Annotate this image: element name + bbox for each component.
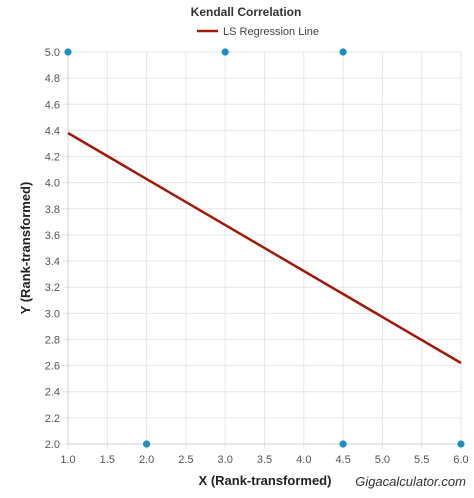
y-tick-label: 3.6	[45, 230, 60, 242]
watermark: Gigacalculator.com	[355, 474, 466, 489]
x-tick-label: 2.5	[178, 454, 193, 466]
x-tick-label: 3.0	[218, 454, 233, 466]
legend: LS Regression Line	[197, 26, 319, 38]
y-tick-label: 3.8	[45, 204, 60, 216]
y-axis-title: Y (Rank-transformed)	[18, 182, 33, 315]
x-tick-label: 2.0	[139, 454, 154, 466]
grid-layer	[63, 51, 462, 449]
data-point	[64, 48, 72, 56]
x-tick-label: 3.5	[257, 454, 272, 466]
y-tick-label: 2.0	[45, 439, 60, 451]
data-point	[339, 48, 347, 56]
x-tick-label: 6.0	[453, 454, 468, 466]
x-tick-label: 5.0	[375, 454, 390, 466]
regression-line	[67, 131, 462, 365]
axis-layer: 1.0 1.5 2.0 2.5 3.0 3.5 4.0 4.5 5.0 5.5 6.0 2.0 2.2 2…	[45, 47, 469, 466]
y-tick-label: 4.2	[45, 152, 60, 164]
y-tick-label: 2.4	[45, 387, 60, 399]
text-layer: Kendall Correlation LS Regression Line X…	[18, 5, 466, 489]
y-tick-label: 2.6	[45, 361, 60, 373]
legend-label-regression-line: LS Regression Line	[223, 26, 319, 38]
x-tick-label: 4.5	[335, 454, 350, 466]
y-tick-label: 4.8	[45, 73, 60, 85]
x-tick-label: 1.0	[60, 454, 75, 466]
y-tick-label: 4.4	[45, 125, 60, 137]
y-tick-label: 3.4	[45, 256, 60, 268]
chart-title: Kendall Correlation	[191, 5, 302, 19]
y-tick-label: 3.2	[45, 282, 60, 294]
y-tick-label: 4.0	[45, 178, 60, 190]
data-point	[221, 48, 229, 56]
y-tick-label: 2.2	[45, 413, 60, 425]
series-layer	[67, 131, 462, 365]
points-layer	[64, 48, 465, 448]
x-tick-label: 1.5	[100, 454, 115, 466]
y-tick-label: 2.8	[45, 334, 60, 346]
y-tick-label: 4.6	[45, 99, 60, 111]
y-tick-label: 3.0	[45, 308, 60, 320]
data-point	[143, 440, 151, 448]
y-tick-label: 5.0	[45, 47, 60, 59]
x-axis-title: X (Rank-transformed)	[199, 473, 332, 488]
x-tick-label: 5.5	[414, 454, 429, 466]
x-tick-label: 4.0	[296, 454, 311, 466]
data-point	[457, 440, 465, 448]
data-point	[339, 440, 347, 448]
